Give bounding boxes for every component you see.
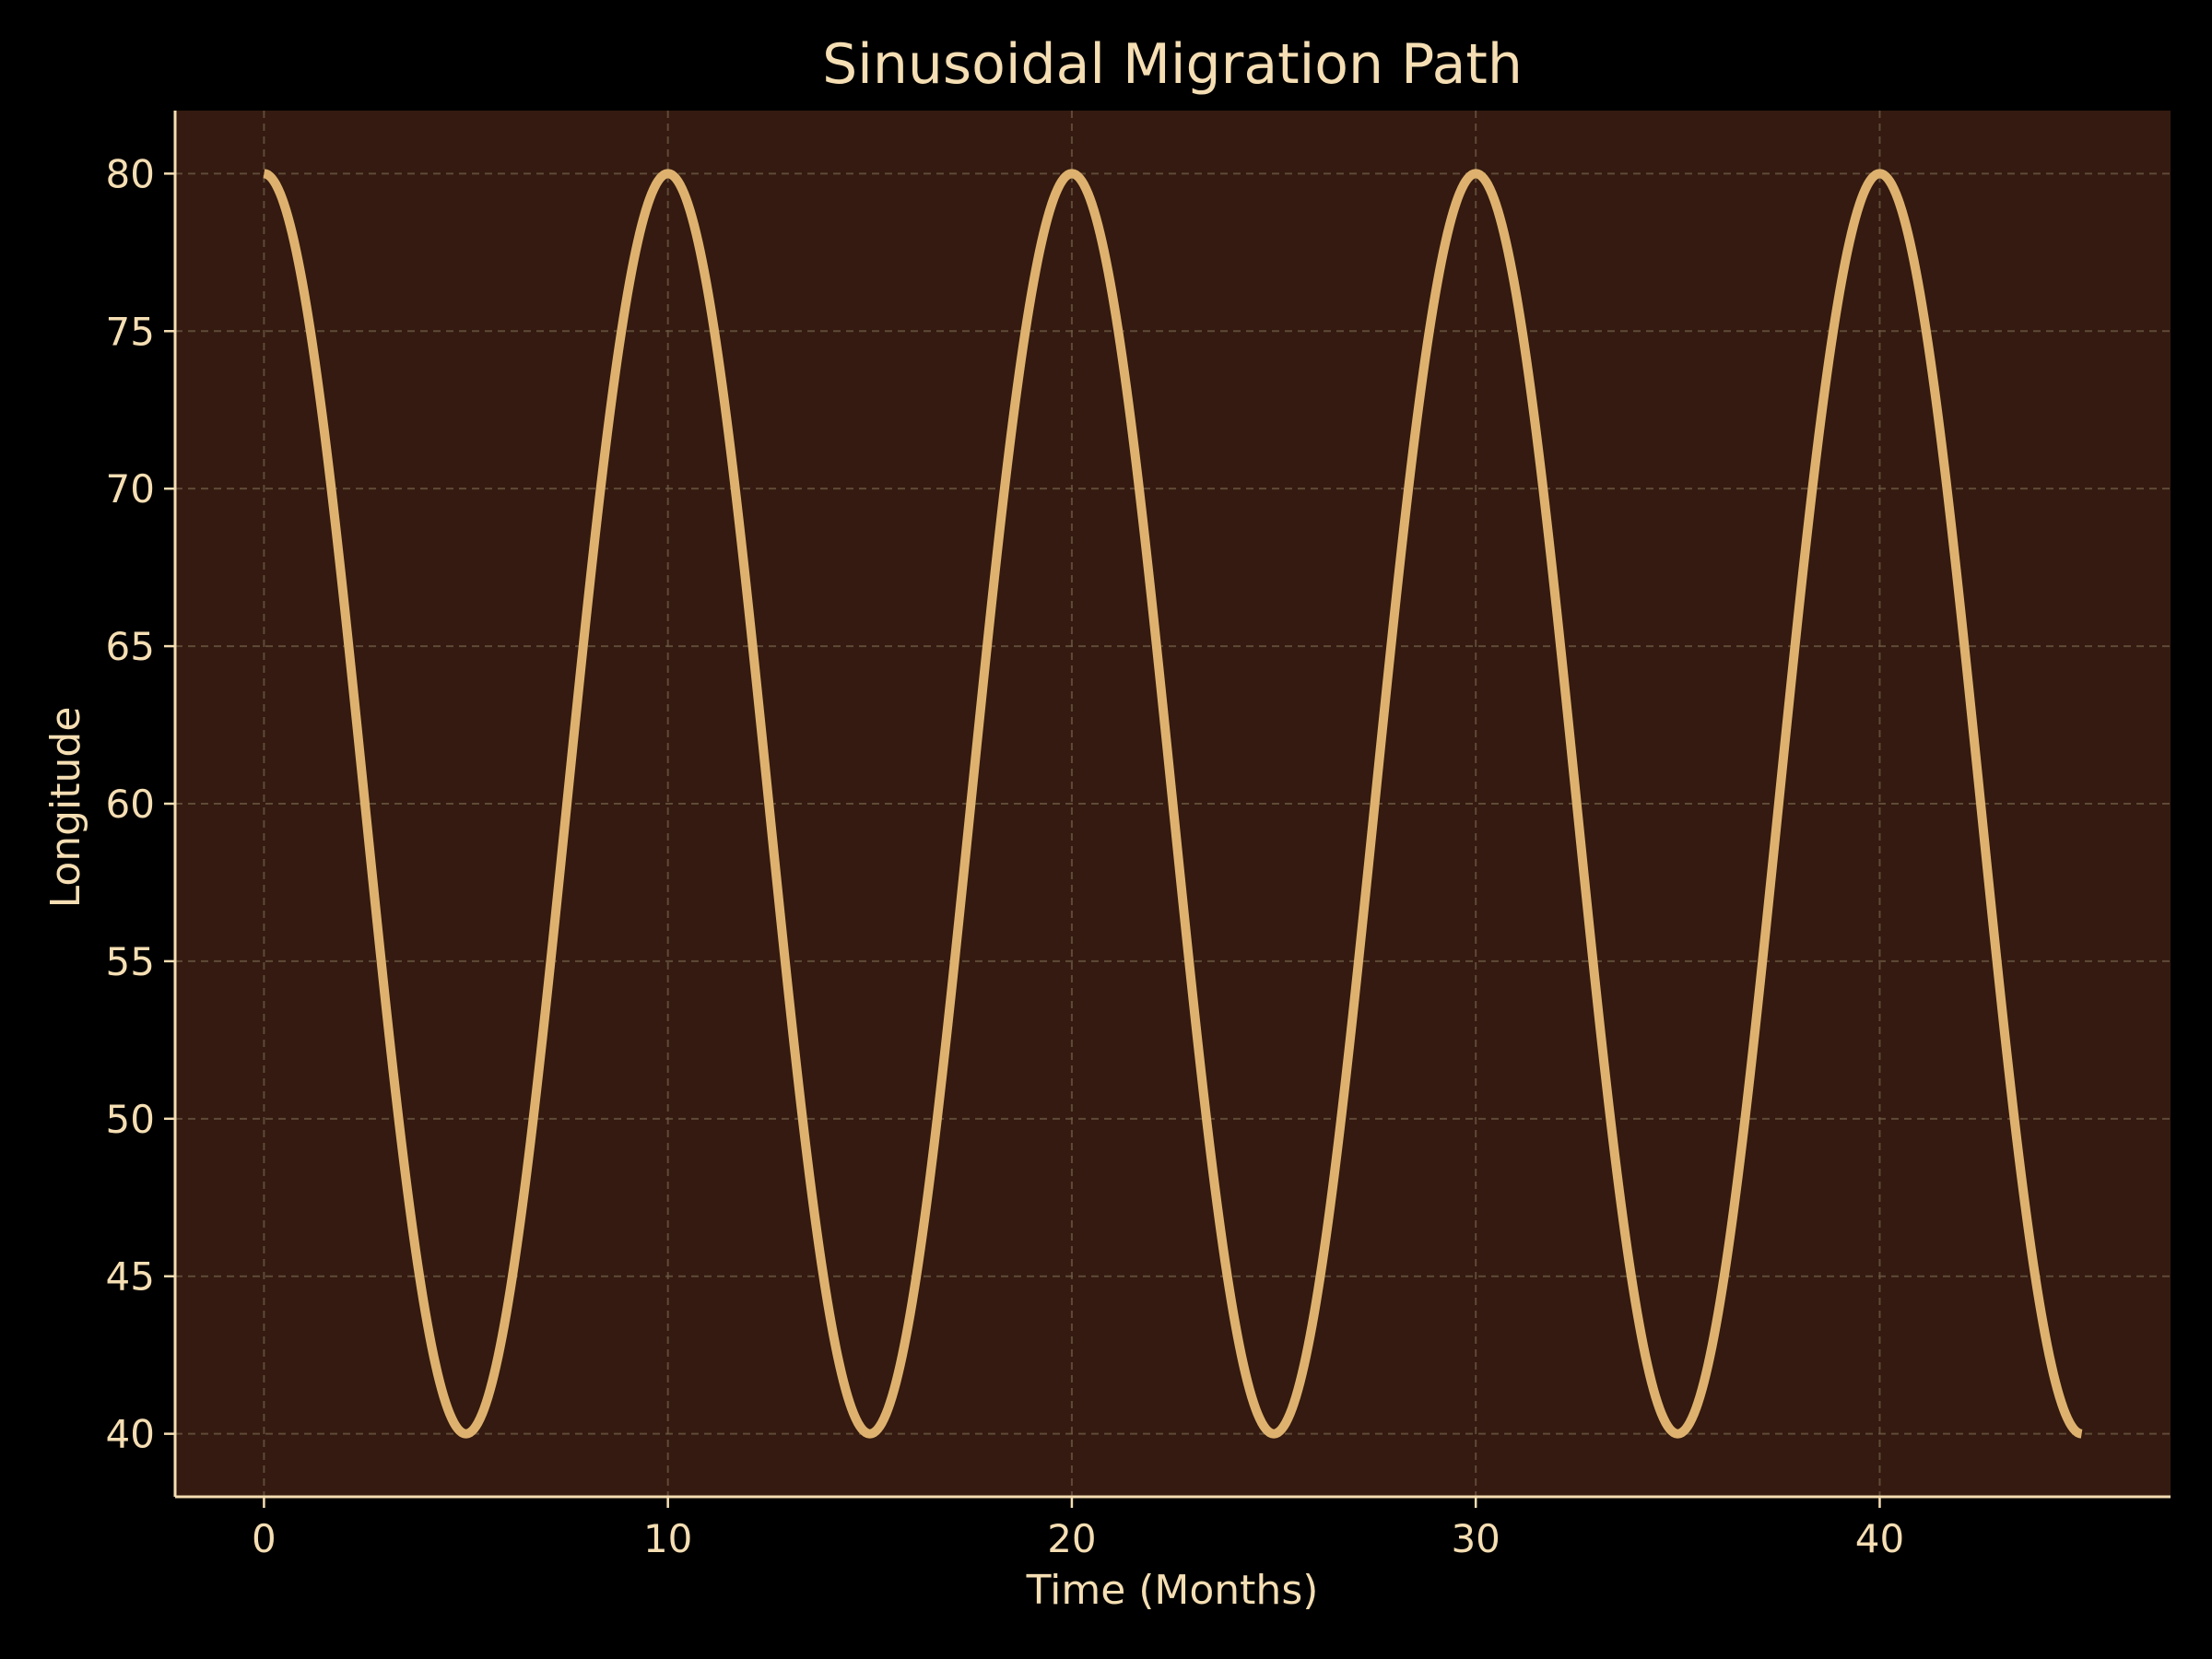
x-tick-label: 0 — [252, 1516, 276, 1561]
series-layer — [261, 169, 2085, 1439]
y-axis-label: Longitude — [42, 707, 89, 909]
chart-title: Sinusoidal Migration Path — [822, 32, 1523, 97]
x-axis-ticks: 0 10 20 30 40 — [252, 1497, 1904, 1561]
y-tick-label: 70 — [106, 466, 155, 512]
y-tick-label: 65 — [106, 624, 155, 669]
y-tick-label: 60 — [106, 782, 155, 827]
y-tick-label: 45 — [106, 1254, 155, 1300]
y-tick-label: 55 — [106, 939, 155, 984]
series-line — [261, 169, 2085, 1439]
y-tick-label: 80 — [106, 151, 155, 196]
x-tick-label: 40 — [1855, 1516, 1904, 1561]
x-tick-label: 10 — [643, 1516, 692, 1561]
x-tick-label: 20 — [1047, 1516, 1096, 1561]
x-tick-label: 30 — [1451, 1516, 1500, 1561]
y-tick-label: 40 — [106, 1412, 155, 1457]
y-axis-ticks: 40 45 50 55 60 65 70 75 80 — [106, 151, 175, 1457]
y-tick-label: 75 — [106, 309, 155, 354]
x-axis-label: Time (Months) — [1026, 1567, 1319, 1614]
y-tick-label: 50 — [106, 1097, 155, 1142]
